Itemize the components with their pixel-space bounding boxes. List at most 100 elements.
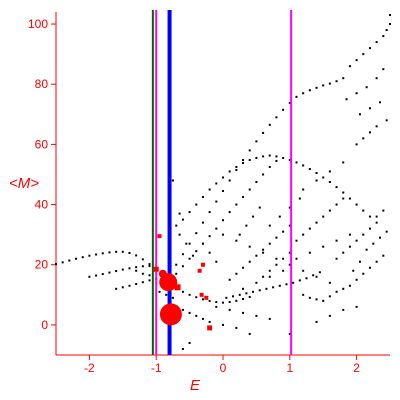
- data-point: [248, 245, 251, 248]
- data-point: [242, 298, 245, 301]
- data-point: [322, 299, 325, 302]
- data-point: [302, 92, 305, 95]
- data-point: [358, 260, 361, 263]
- data-point: [265, 287, 268, 290]
- data-point: [365, 86, 368, 89]
- data-point: [335, 290, 338, 293]
- data-point: [342, 191, 345, 194]
- data-point: [222, 176, 224, 179]
- data-point: [362, 233, 365, 236]
- data-point: [262, 248, 265, 251]
- data-point: [181, 253, 184, 256]
- data-point: [201, 242, 204, 245]
- data-point: [141, 281, 144, 284]
- data-point: [272, 286, 275, 289]
- data-point: [312, 274, 315, 277]
- data-point: [115, 250, 118, 253]
- data-point: [222, 233, 224, 236]
- y-tick-label: 40: [35, 198, 49, 212]
- data-point: [372, 242, 375, 245]
- data-point: [382, 254, 385, 257]
- data-point: [178, 212, 181, 215]
- x-tick-label: 2: [353, 361, 360, 375]
- data-point: [335, 80, 338, 83]
- data-point: [348, 197, 351, 200]
- x-tick-label: 0: [220, 361, 227, 375]
- data-point: [61, 261, 64, 264]
- data-point: [315, 171, 318, 174]
- data-point: [195, 232, 198, 235]
- data-point: [342, 77, 345, 80]
- data-point: [141, 272, 144, 275]
- data-point: [308, 89, 311, 92]
- data-point: [228, 278, 231, 281]
- data-point: [282, 269, 285, 272]
- data-point: [235, 326, 238, 329]
- data-point: [188, 311, 191, 314]
- data-point: [268, 242, 271, 245]
- data-point: [238, 233, 241, 236]
- data-point: [368, 107, 371, 110]
- data-point: [335, 239, 338, 242]
- data-point: [245, 292, 248, 295]
- data-point: [175, 263, 178, 266]
- data-point: [148, 279, 151, 282]
- data-point: [171, 179, 174, 182]
- data-point: [121, 250, 124, 253]
- data-point: [232, 295, 235, 298]
- data-point: [171, 296, 174, 299]
- data-point: [248, 295, 251, 298]
- data-point: [355, 203, 358, 206]
- data-point: [228, 179, 231, 182]
- data-point: [235, 168, 238, 171]
- data-point: [248, 260, 251, 263]
- data-point: [248, 332, 251, 335]
- data-point: [248, 149, 251, 152]
- data-point: [255, 156, 258, 159]
- data-point: [268, 275, 271, 278]
- data-point: [322, 215, 325, 218]
- data-point: [385, 119, 388, 122]
- data-point: [328, 82, 331, 85]
- data-point: [181, 347, 184, 350]
- data-point: [268, 123, 271, 126]
- data-point: [352, 269, 355, 272]
- data-point: [335, 186, 338, 189]
- data-point: [181, 218, 184, 221]
- data-point: [355, 59, 358, 62]
- data-point: [355, 92, 358, 95]
- data-point: [242, 287, 245, 290]
- data-point: [88, 254, 91, 257]
- data-point: [141, 265, 144, 268]
- data-point: [362, 272, 365, 275]
- data-point: [188, 341, 191, 344]
- data-point: [315, 86, 318, 89]
- data-point: [362, 53, 365, 56]
- data-point: [282, 230, 285, 233]
- data-point: [288, 206, 291, 209]
- red-marker: [174, 284, 181, 291]
- data-point: [108, 251, 111, 254]
- data-point: [302, 293, 305, 296]
- data-point: [315, 298, 318, 301]
- data-point: [275, 236, 278, 239]
- data-point: [268, 224, 271, 227]
- data-point: [368, 131, 371, 134]
- data-point: [201, 196, 204, 199]
- data-point: [208, 299, 211, 302]
- data-point: [188, 242, 191, 245]
- data-point: [262, 155, 265, 158]
- data-point: [242, 311, 245, 314]
- data-point: [262, 173, 265, 176]
- data-point: [128, 252, 131, 255]
- data-point: [368, 227, 371, 230]
- data-point: [308, 296, 311, 299]
- data-point: [355, 239, 358, 242]
- data-point: [201, 317, 204, 320]
- data-point: [348, 65, 351, 68]
- data-point: [108, 271, 111, 274]
- data-point: [342, 308, 345, 311]
- data-point: [318, 271, 321, 274]
- data-point: [322, 176, 325, 179]
- data-point: [268, 269, 271, 272]
